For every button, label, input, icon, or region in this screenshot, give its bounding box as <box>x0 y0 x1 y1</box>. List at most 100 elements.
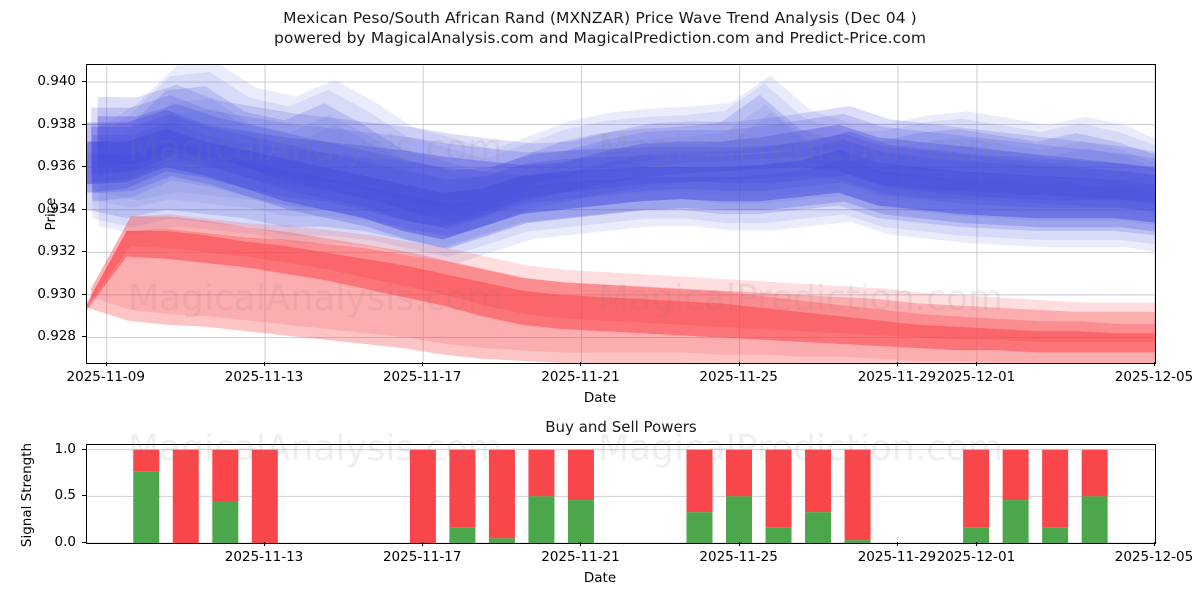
signal-bar-group <box>251 449 278 543</box>
price-x-axis-label: Date <box>583 390 617 406</box>
buy-power-bar <box>133 471 160 543</box>
sell-power-bar <box>765 449 792 528</box>
buy-power-bar <box>765 527 792 543</box>
signal-bar-group <box>172 449 199 543</box>
signal-bar-group <box>409 449 436 543</box>
price-y-tickmark <box>82 251 86 253</box>
buy-power-bar <box>488 538 515 543</box>
buy-sell-powers-plot-area <box>86 444 1156 544</box>
signal-bar-group <box>1002 449 1029 543</box>
buy-power-bar <box>805 512 832 543</box>
buy-power-bar <box>963 527 990 543</box>
signal-x-tickmark <box>896 542 898 546</box>
buy-power-bar <box>844 540 871 543</box>
signal-y-tick-label: 0.5 <box>54 487 76 504</box>
title-line-1: Mexican Peso/South African Rand (MXNZAR)… <box>283 9 917 27</box>
signal-x-tick-label: 2025-11-13 <box>224 549 304 565</box>
price-x-tickmark <box>1154 362 1155 366</box>
price-x-tick-label: 2025-11-29 <box>857 369 937 385</box>
price-y-tickmark <box>82 123 86 125</box>
price-x-tickmark <box>738 362 740 366</box>
signal-bar-group <box>528 449 555 543</box>
price-x-tickmark <box>264 362 266 366</box>
buy-power-bar <box>528 496 555 543</box>
signal-x-tick-label: 2025-11-29 <box>857 549 937 565</box>
signal-x-tick-label: 2025-11-21 <box>541 549 620 565</box>
price-y-tick-label: 0.930 <box>37 285 76 302</box>
price-band-upper-resistance-band <box>92 122 1155 236</box>
buy-power-bar <box>449 527 476 543</box>
signal-y-tickmark <box>82 542 86 543</box>
price-x-tickmark <box>105 362 107 366</box>
price-y-tickmark <box>82 293 86 295</box>
price-band-upper-scatter-cloud <box>87 86 1155 249</box>
signal-x-axis-label: Date <box>583 570 617 586</box>
sell-power-bar <box>528 449 555 497</box>
signal-bar-group <box>1042 449 1069 543</box>
signal-bar-group <box>963 449 990 543</box>
price-band-upper-resistance-band <box>97 84 1155 209</box>
price-band-upper-scatter-cloud <box>91 72 1155 238</box>
sell-power-bar <box>1042 449 1069 528</box>
price-x-tickmark <box>422 362 424 366</box>
signal-y-tickmark <box>82 495 86 497</box>
price-x-tick-label: 2025-11-21 <box>541 369 620 385</box>
price-x-tick-label: 2025-11-09 <box>66 369 145 385</box>
price-x-tick-label: 2025-11-13 <box>224 369 304 385</box>
sell-power-bar <box>805 449 832 513</box>
price-y-tickmark <box>82 208 86 210</box>
price-x-tick-label: 2025-11-25 <box>699 369 778 385</box>
sell-power-bar <box>1002 449 1029 501</box>
buy-power-bar <box>726 496 753 543</box>
price-x-tickmark <box>975 362 977 366</box>
price-x-tick-label: 2025-11-17 <box>382 369 462 385</box>
price-band-upper-scatter-cloud <box>92 98 1155 257</box>
signal-bar-group <box>133 449 160 543</box>
price-y-tickmark <box>82 166 86 168</box>
buy-power-bar <box>1081 496 1108 543</box>
page-title: Mexican Peso/South African Rand (MXNZAR)… <box>0 8 1200 48</box>
signal-bar-group <box>805 449 832 543</box>
signal-bar-group <box>567 449 594 543</box>
signal-bar-group <box>844 449 871 543</box>
signal-x-tickmark <box>1154 542 1155 546</box>
signal-subplot-title: Buy and Sell Powers <box>545 418 697 436</box>
signal-bar-group <box>449 449 476 543</box>
signal-bar-group <box>765 449 792 543</box>
signal-bar-group <box>686 449 713 543</box>
signal-bar-group <box>212 449 239 543</box>
buy-power-bar <box>567 500 594 543</box>
signal-bar-group <box>726 449 753 543</box>
price-x-tickmark <box>896 362 898 366</box>
price-y-tick-label: 0.928 <box>37 328 76 345</box>
title-line-2: powered by MagicalAnalysis.com and Magic… <box>273 29 927 47</box>
sell-power-bar <box>686 449 713 513</box>
buy-power-bar <box>1002 500 1029 543</box>
signal-x-tick-label: 2025-11-25 <box>699 549 778 565</box>
price-band-mid-trend-band <box>97 104 1155 222</box>
sell-power-bar <box>1081 449 1108 497</box>
price-y-tick-label: 0.938 <box>37 115 76 132</box>
price-y-tick-label: 0.936 <box>37 158 76 175</box>
price-band-mid-trend-band <box>87 128 1155 240</box>
price-x-tick-label: 2025-12-05 <box>1114 369 1194 385</box>
signal-x-tick-label: 2025-12-05 <box>1114 549 1194 565</box>
price-x-tick-label: 2025-12-01 <box>936 369 1016 385</box>
price-y-tick-label: 0.934 <box>37 200 76 217</box>
signal-bar-group <box>1081 449 1108 543</box>
buy-power-bar <box>1042 527 1069 543</box>
price-band-upper-resistance-band <box>91 95 1155 217</box>
signal-x-tickmark <box>580 542 582 546</box>
price-wave-svg <box>87 65 1155 363</box>
signal-x-tickmark <box>738 542 740 546</box>
sell-power-bar <box>488 449 515 539</box>
sell-power-bar <box>844 449 871 541</box>
signal-y-axis-label: Signal Strength <box>19 442 35 548</box>
sell-power-bar <box>212 449 239 501</box>
signal-y-tick-label: 1.0 <box>54 440 76 457</box>
signal-x-tick-label: 2025-11-17 <box>382 549 462 565</box>
buy-power-bar <box>686 512 713 543</box>
price-band-lower-support-band-core <box>91 216 1155 342</box>
sell-power-bar <box>172 449 199 543</box>
